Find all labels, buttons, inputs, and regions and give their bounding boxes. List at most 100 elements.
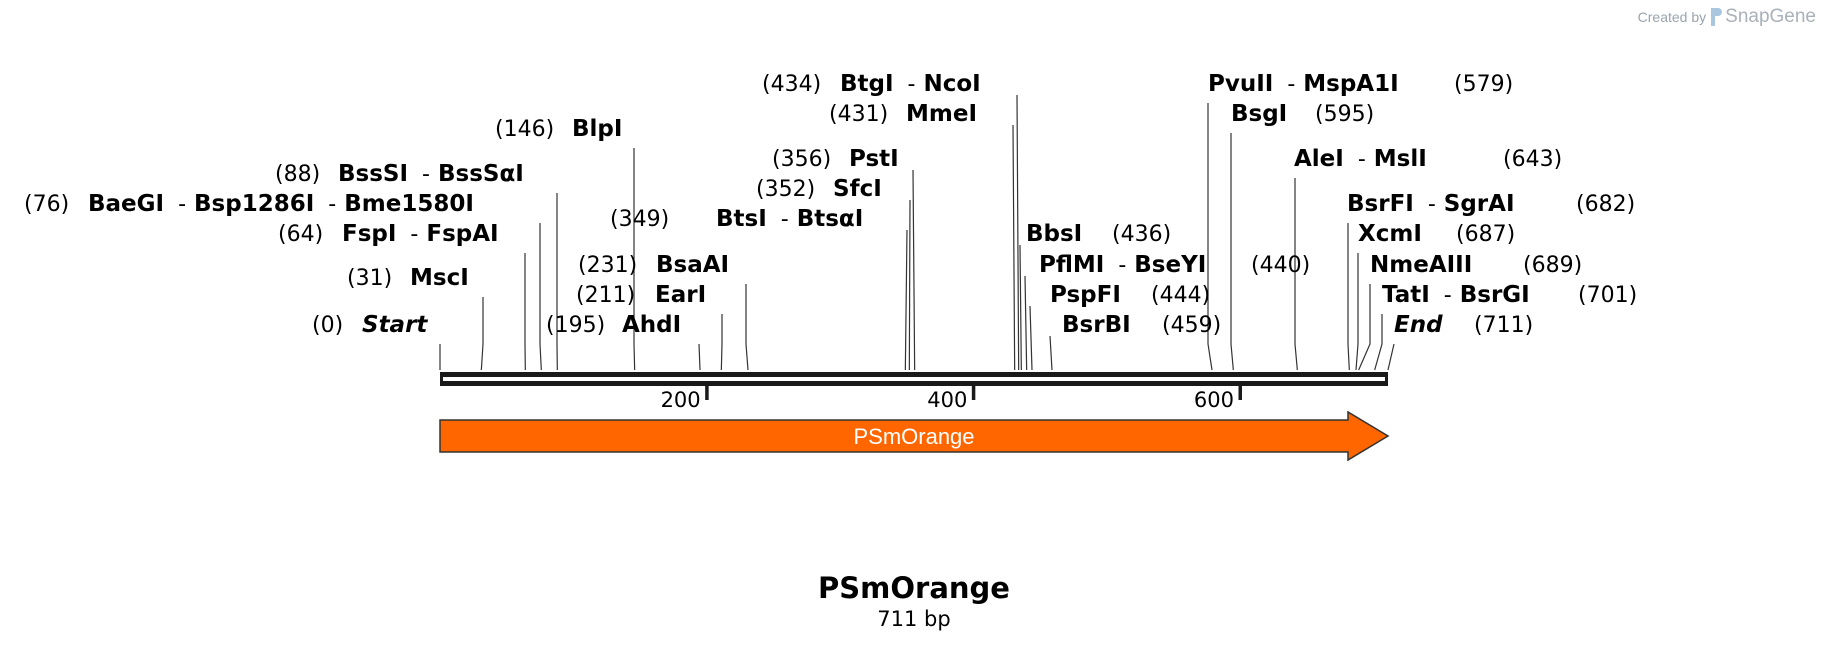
scale-tick-label: 400: [927, 388, 967, 412]
site-leader-22: [1347, 223, 1350, 371]
site-position: (0): [312, 313, 343, 338]
credit-brand-name: SnapGene: [1725, 6, 1816, 27]
site-position: (211): [576, 283, 635, 308]
site-position: (31): [347, 266, 392, 291]
enzyme-name: BssSαI: [438, 161, 524, 187]
enzyme-name: BsaAI: [656, 252, 729, 278]
site-leader-18: [1049, 335, 1053, 371]
backbone-end-left: [440, 372, 443, 386]
feature-psmorange: PSmOrange: [439, 410, 1390, 462]
enzyme-name: TatI: [1382, 282, 1430, 308]
enzyme-name: NcoI: [923, 71, 980, 97]
site-label: (64) FspI - FspAI: [278, 221, 499, 247]
site-label: (356) PstI: [772, 146, 899, 172]
enzyme-name: BsrGI: [1460, 282, 1530, 308]
site-position: (88): [275, 162, 320, 187]
site-separator: -: [410, 222, 418, 247]
enzyme-name: MmeI: [906, 101, 977, 127]
site-leader-25: [1374, 314, 1383, 371]
site-position: (682): [1576, 192, 1635, 217]
site-leader-7: [698, 343, 701, 371]
scale-tick: [1238, 386, 1242, 400]
site-leader-13: [1012, 124, 1016, 371]
enzyme-name: PspFI: [1050, 282, 1121, 308]
site-label: (146) BlpI: [495, 116, 622, 142]
enzyme-name: BlpI: [572, 116, 622, 142]
snapgene-logo-icon: [1711, 8, 1723, 26]
enzyme-name: Bsp1286I: [194, 191, 314, 217]
enzyme-name: XcmI: [1358, 221, 1422, 247]
site-leader-6: [633, 148, 636, 371]
enzyme-name: PstI: [849, 146, 899, 172]
site-label: (689) NmeAIII: [1370, 252, 1582, 278]
site-label: (436) BbsI: [1026, 221, 1171, 247]
site-label: (682) BsrFI - SgrAI: [1347, 191, 1635, 217]
site-position: (434): [762, 72, 821, 97]
site-label: (211) EarI: [576, 282, 706, 308]
site-separator: -: [1358, 147, 1366, 172]
site-leader-14: [1016, 94, 1020, 371]
site-label: (701) TatI - BsrGI: [1382, 282, 1637, 308]
site-leader-16: [1024, 275, 1028, 371]
enzyme-name: BaeGI: [88, 191, 164, 217]
enzyme-name: FspI: [342, 221, 396, 247]
sequence-backbone: [440, 372, 1388, 386]
enzyme-name: BsrBI: [1062, 312, 1131, 338]
feature-label: PSmOrange: [853, 424, 974, 449]
enzyme-name: BssSI: [338, 161, 408, 187]
site-separator: -: [908, 72, 916, 97]
scale-tick: [971, 386, 976, 400]
site-position: (711): [1474, 313, 1533, 338]
site-label: (434) BtgI - NcoI: [762, 71, 981, 97]
site-position: (440): [1251, 253, 1310, 278]
enzyme-name: BsrFI: [1347, 191, 1414, 217]
site-leader-21: [1294, 178, 1298, 371]
site-leader-24: [1358, 284, 1371, 371]
scale-tick: [705, 386, 709, 400]
enzyme-name: BbsI: [1026, 221, 1082, 247]
site-leader-4: [539, 223, 542, 371]
snapgene-credit: Created by SnapGene: [1638, 6, 1816, 28]
enzyme-name: AleI: [1294, 146, 1344, 172]
site-position: (687): [1456, 222, 1515, 247]
feature-arrow: [439, 410, 1390, 462]
credit-prefix: Created by: [1637, 9, 1707, 25]
site-label: (88) BssSI - BssSαI: [275, 161, 524, 187]
site-position: (431): [829, 102, 888, 127]
site-label: (579) PvuII - MspA1I: [1208, 71, 1513, 97]
site-separator: -: [1444, 283, 1452, 308]
enzyme-name: AhdI: [622, 312, 681, 338]
site-label: (0) Start: [312, 312, 428, 338]
site-position: (146): [495, 117, 554, 142]
site-leader-26: [1387, 343, 1395, 371]
enzyme-name: BtsI: [716, 206, 767, 232]
site-leader-19: [1207, 103, 1213, 371]
site-leader-15: [1019, 244, 1022, 371]
site-position: (444): [1151, 283, 1210, 308]
site-leader-23: [1355, 253, 1359, 371]
enzyme-name: BtsαI: [797, 206, 864, 232]
site-label: (349) BtsI - BtsαI: [610, 206, 863, 232]
site-leader-11: [908, 199, 911, 371]
enzyme-name: MspA1I: [1303, 71, 1398, 97]
enzyme-name: MscI: [410, 265, 469, 291]
site-position: (643): [1503, 147, 1562, 172]
enzyme-name: Bme1580I: [344, 191, 474, 217]
backbone-strand-bottom: [440, 381, 1388, 386]
site-position: (459): [1162, 313, 1221, 338]
site-leader-2: [480, 297, 484, 371]
site-leader-10: [904, 229, 908, 371]
site-position: (701): [1578, 283, 1637, 308]
site-label: (76) BaeGI - Bsp1286I - Bme1580I: [24, 191, 474, 217]
sequence-title: PSmOrange: [818, 571, 1010, 605]
site-separator: -: [422, 162, 430, 187]
site-label: (444) PspFI: [1050, 282, 1210, 308]
site-label: (643) AleI - MslI: [1294, 146, 1562, 172]
site-position: (195): [546, 313, 605, 338]
backbone-end-right: [1385, 372, 1388, 386]
enzyme-name: SgrAI: [1444, 191, 1515, 217]
site-leader-17: [1029, 305, 1033, 371]
site-position: (349): [610, 207, 669, 232]
site-leader-12: [912, 169, 916, 371]
